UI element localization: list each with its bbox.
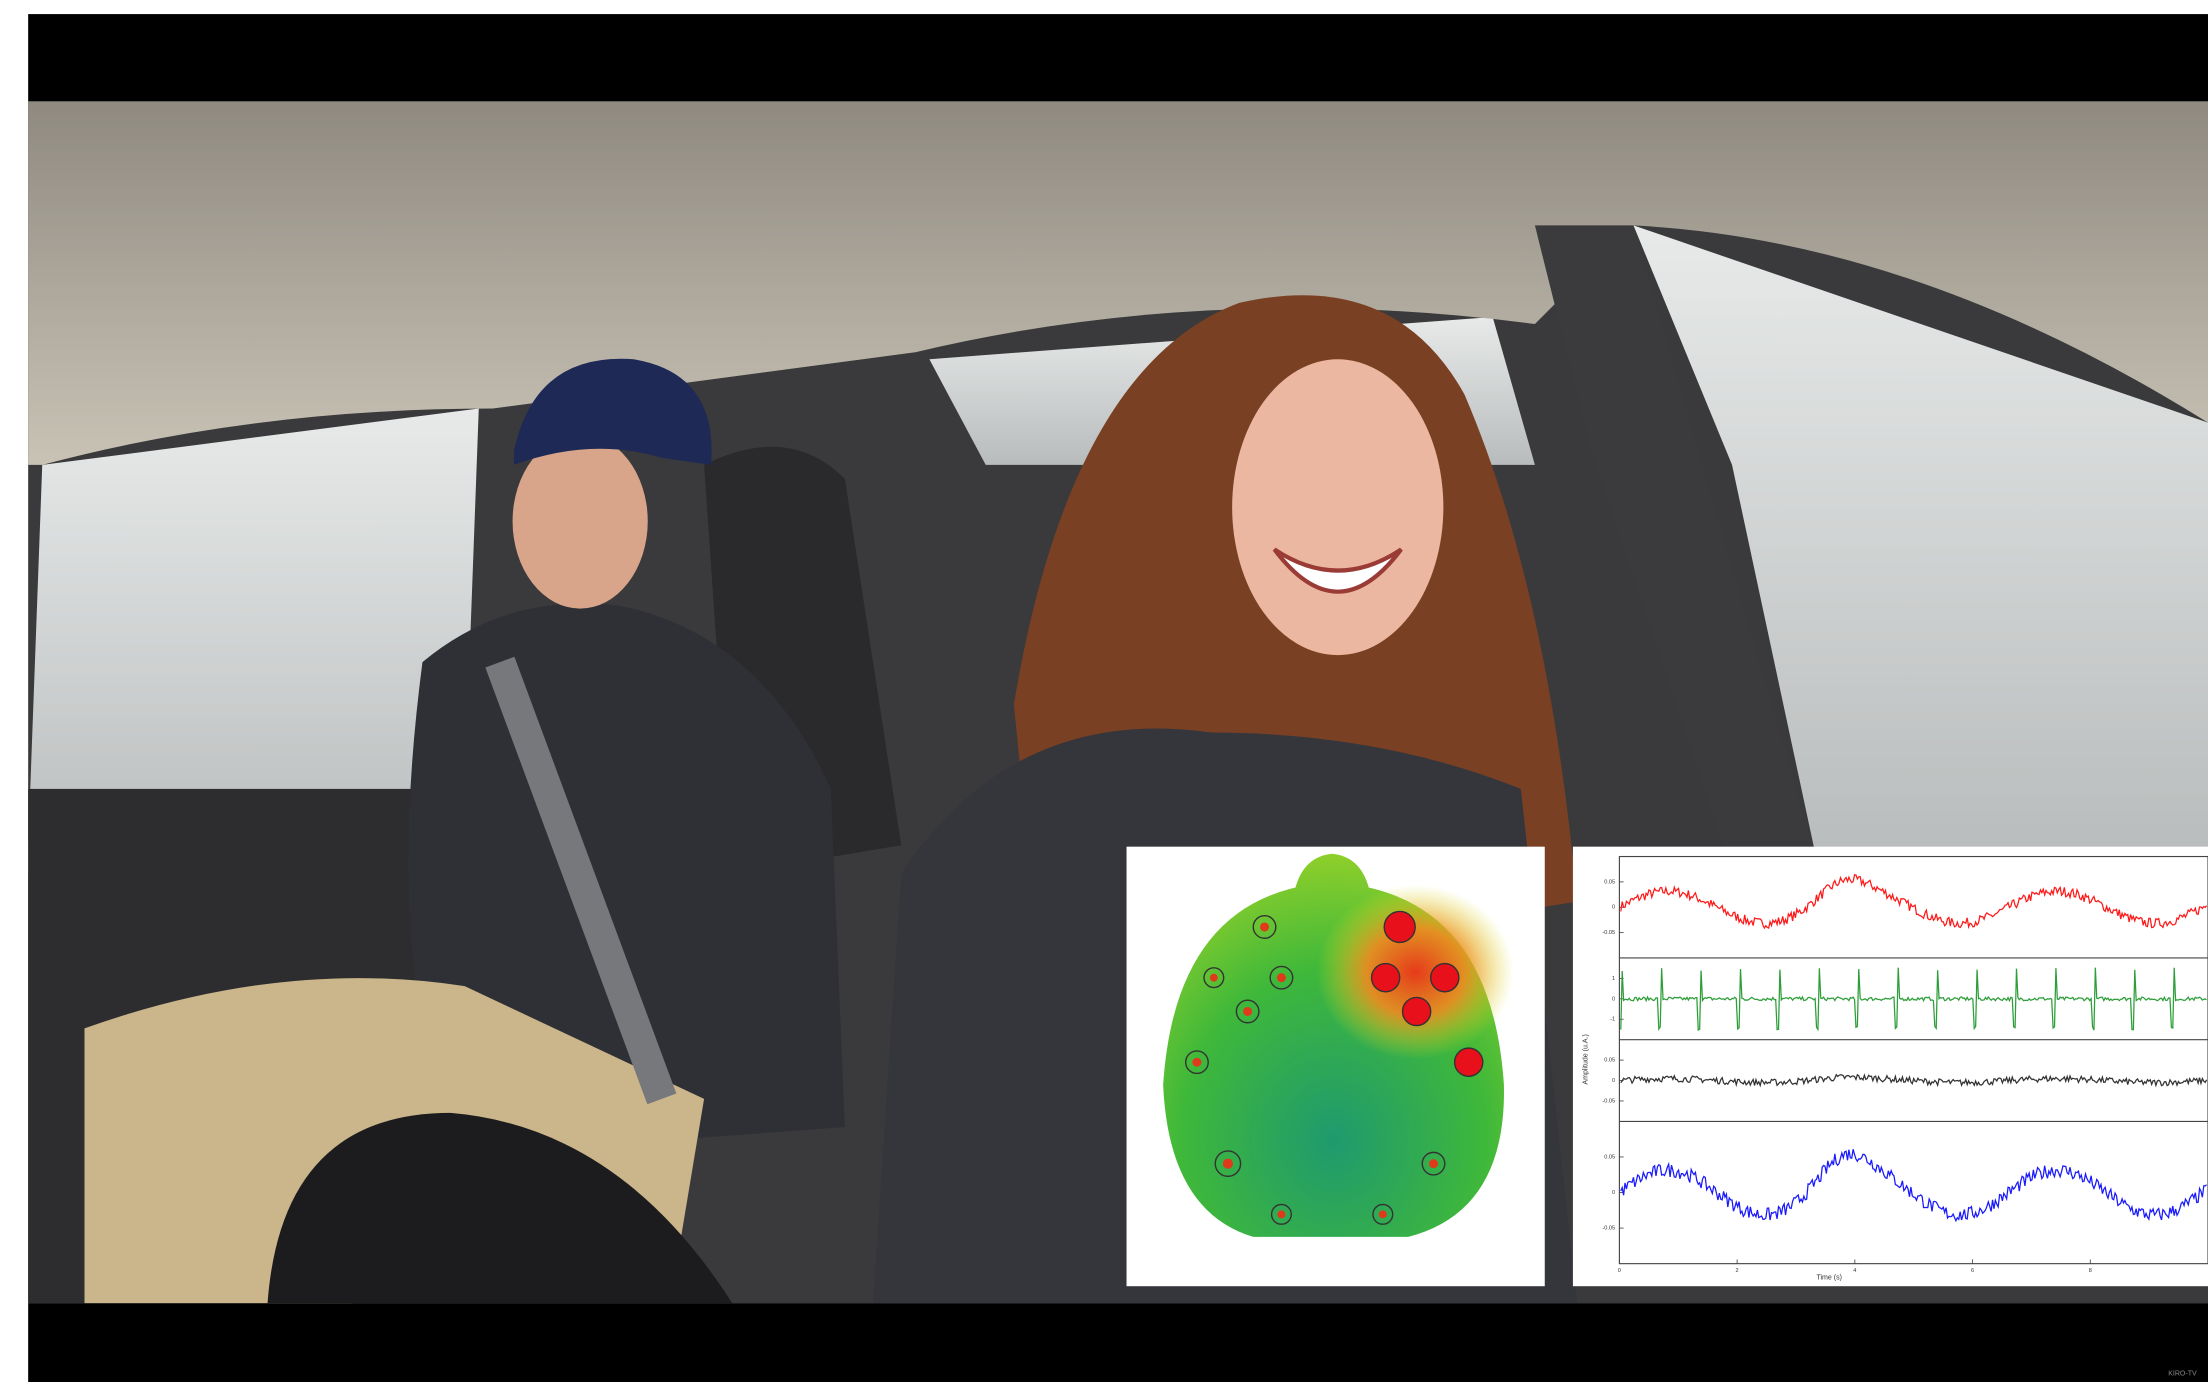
signal-panel: 0.05 0 -0.05 1 0 -1 0.05 0 -0.05 0.05 0 -0.05 0 2 4 6 8 T… (1572, 846, 2208, 1287)
y-tick-label: 0.05 (1604, 1058, 1615, 1064)
y-axis-label: Amplitude (u.A.) (1582, 1034, 1589, 1084)
x-tick-label: 0 (1618, 1268, 1621, 1274)
electrode-core (1222, 1158, 1233, 1169)
y-tick-label: -0.05 (1602, 1098, 1615, 1104)
electrode (1203, 967, 1225, 989)
steering-wheel (267, 1112, 733, 1304)
electrode (1401, 996, 1432, 1027)
electrode (1214, 1150, 1242, 1178)
x-axis-label: Time (s) (1816, 1275, 1842, 1282)
y-tick-label: 0.05 (1604, 879, 1615, 885)
x-tick-label: 4 (1853, 1268, 1856, 1274)
x-tick-label: 8 (2089, 1268, 2092, 1274)
b-pillar (1534, 225, 1817, 874)
signal-trace (1620, 967, 2207, 1032)
man-cap (513, 358, 712, 465)
electrode-core (1276, 973, 1286, 983)
electrode-core (1243, 1006, 1253, 1017)
electrode (1269, 965, 1294, 990)
y-tick-label: 0 (1612, 905, 1615, 911)
electrode (1453, 1047, 1484, 1078)
signal-background (1572, 846, 2208, 1287)
watermark: KIRO-TV (2168, 1370, 2197, 1377)
activation-hotspot (1316, 884, 1514, 1060)
electrode-core (1260, 922, 1270, 932)
bottom-bar (28, 1303, 2208, 1382)
electrode (1235, 999, 1260, 1024)
y-tick-label: 0 (1612, 1190, 1615, 1196)
y-tick-label: 0 (1612, 996, 1615, 1002)
car-interior (28, 101, 2208, 1304)
seatbelt (485, 656, 677, 1105)
signal-trace (1620, 1149, 2207, 1223)
y-tick-label: -1 (1610, 1017, 1615, 1023)
electrode-core (1378, 1210, 1387, 1219)
topomap-panel (1126, 846, 1545, 1287)
electrode-core (1209, 973, 1218, 982)
electrode (1252, 914, 1277, 939)
electrode (1270, 1203, 1292, 1225)
x-tick-label: 2 (1736, 1268, 1739, 1274)
electrode (1421, 1151, 1446, 1176)
y-tick-label: 0.05 (1604, 1154, 1615, 1160)
electrode-core (1429, 1159, 1439, 1169)
y-tick-label: 0 (1612, 1078, 1615, 1084)
top-bar (28, 14, 2208, 102)
signal-trace (1620, 1073, 2208, 1088)
electrode (1370, 962, 1401, 993)
y-tick-label: 1 (1612, 976, 1615, 982)
electrode-core (1277, 1210, 1286, 1219)
electrode-core (1192, 1057, 1202, 1067)
signal-trace (1620, 874, 2208, 930)
woman-face (1232, 359, 1444, 656)
y-tick-label: -0.05 (1602, 1226, 1615, 1232)
windshield-left (28, 408, 479, 874)
electrode (1383, 910, 1416, 944)
man-face (512, 433, 648, 609)
electrode (1429, 962, 1460, 993)
side-window (1633, 225, 2208, 860)
electrode (1184, 1050, 1209, 1075)
electrode (1372, 1203, 1394, 1225)
x-tick-label: 6 (1971, 1268, 1974, 1274)
y-tick-label: -0.05 (1602, 930, 1615, 936)
electrodes (1184, 910, 1484, 1225)
smile (1272, 547, 1403, 594)
